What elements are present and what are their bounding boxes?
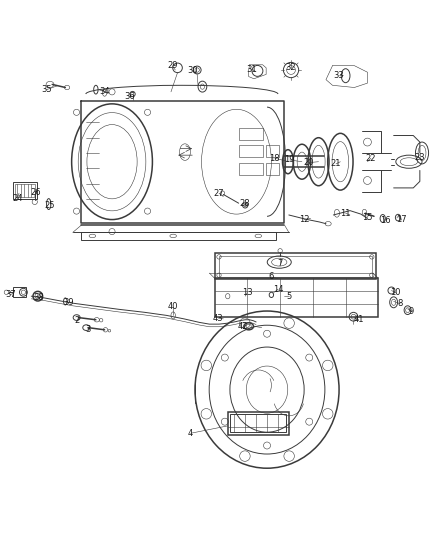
Text: 40: 40 <box>168 302 178 311</box>
Text: 23: 23 <box>414 153 425 162</box>
Text: 4: 4 <box>188 429 193 438</box>
Text: 38: 38 <box>34 294 45 302</box>
Bar <box>239 163 263 175</box>
Bar <box>219 256 372 277</box>
Text: 31: 31 <box>247 64 257 74</box>
Text: 30: 30 <box>187 67 198 75</box>
Text: 27: 27 <box>214 189 224 198</box>
Text: 20: 20 <box>304 158 314 167</box>
Text: 14: 14 <box>273 285 283 294</box>
Bar <box>215 253 376 279</box>
Bar <box>230 414 286 432</box>
Bar <box>266 163 279 175</box>
Text: 2: 2 <box>74 316 80 325</box>
Bar <box>13 182 37 199</box>
Text: 25: 25 <box>44 201 55 210</box>
Text: 18: 18 <box>269 154 280 163</box>
Text: 24: 24 <box>12 195 22 203</box>
Text: 33: 33 <box>334 71 344 80</box>
Bar <box>239 145 263 157</box>
Text: 43: 43 <box>213 313 223 322</box>
Text: 39: 39 <box>63 298 74 307</box>
Text: 5: 5 <box>286 292 291 301</box>
Bar <box>228 412 289 434</box>
Text: 29: 29 <box>167 61 177 70</box>
Text: 3: 3 <box>85 325 91 334</box>
Text: 13: 13 <box>242 288 253 297</box>
Text: 28: 28 <box>240 199 251 208</box>
Text: 34: 34 <box>99 87 110 96</box>
Text: 22: 22 <box>366 154 376 163</box>
Text: 15: 15 <box>362 213 373 222</box>
Text: 16: 16 <box>380 216 390 225</box>
Text: 35: 35 <box>41 85 52 94</box>
Bar <box>13 287 26 297</box>
Bar <box>239 128 263 140</box>
Bar <box>215 278 378 317</box>
Text: 12: 12 <box>299 215 309 224</box>
Bar <box>266 145 279 157</box>
Text: 42: 42 <box>238 322 248 331</box>
Text: 19: 19 <box>285 156 295 165</box>
Text: 11: 11 <box>340 209 351 218</box>
Text: 6: 6 <box>268 272 274 281</box>
Text: 26: 26 <box>30 188 41 197</box>
Bar <box>14 184 35 197</box>
Text: 10: 10 <box>391 288 401 297</box>
Text: 32: 32 <box>286 63 297 72</box>
Text: 9: 9 <box>409 306 414 316</box>
Text: 17: 17 <box>396 215 407 224</box>
Text: 8: 8 <box>398 299 403 308</box>
Bar <box>81 231 276 240</box>
Text: 7: 7 <box>277 259 283 268</box>
Text: 21: 21 <box>331 159 341 168</box>
Text: 41: 41 <box>353 315 364 324</box>
Text: 36: 36 <box>124 92 135 101</box>
Text: 37: 37 <box>5 290 16 300</box>
